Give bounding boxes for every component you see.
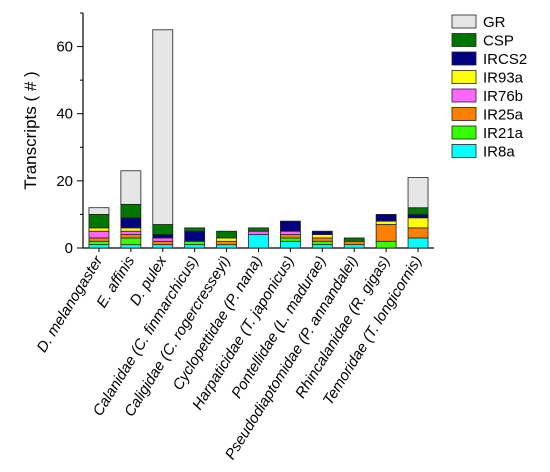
bar-segment-ir8a [152,244,174,249]
bar-segment-ir21a [375,240,397,249]
bar-segment-csp [216,230,237,239]
axes: 0 20 40 60 Transcripts ( # ) [21,12,434,257]
legend-label: IR93a [483,70,524,87]
legend-item-gr: GR [451,14,506,31]
legend-swatch [451,33,477,47]
legend-item-ir25a: IR25a [451,107,524,124]
legend-swatch [451,107,477,121]
bar-segment-ircs2 [311,230,333,235]
legend-item-ir76b: IR76b [451,88,523,105]
bar-segment-ir25a [343,240,365,246]
y-tick-label: 40 [56,106,73,123]
bar-segment-ir8a [184,244,206,249]
bar-segment-csp [407,207,429,215]
bar-segment-ir21a [88,240,110,246]
bar-segment-ir25a [88,237,110,242]
bar-segment-ir8a [311,244,333,249]
bar-segment-ir8a [407,237,429,249]
legend-swatch [451,14,477,29]
legend-item-ir8a: IR8a [451,144,515,161]
bar-segment-ir8a [343,244,365,249]
bar-segment-gr [152,29,174,225]
bar-segment-ir21a [120,237,142,246]
legend-label: IR25a [483,107,524,124]
legend-item-ir93a: IR93a [451,70,524,87]
bar-segment-gr [407,177,429,209]
legend-label: IR76b [483,88,523,105]
legend-label: IR21a [483,125,524,142]
bar-segment-csp [248,227,269,232]
bar-segment-ir76b [280,230,301,235]
bar-segment-ir76b [248,230,269,235]
bar-segment-gr [88,207,110,215]
bar-segment-ir76b [88,230,110,239]
bar-segment-csp [88,214,110,229]
bar-segment-csp [343,237,365,242]
bar-segment-ir25a [120,234,142,239]
bar-segment-csp [120,203,142,219]
bar-segment-ir76b [152,237,174,242]
y-tick-label: 60 [56,39,73,56]
bar-segment-ircs2 [407,214,429,219]
bar-segment-ir25a [152,240,174,246]
bar-segment-ir21a [311,240,333,246]
bar-segment-ir93a [216,237,237,242]
bar-segment-ir25a [216,240,237,246]
bar-segment-ircs2 [152,234,174,239]
bars [88,29,429,249]
bar-segment-ir25a [375,224,397,242]
bar-segment-ir8a [280,240,301,249]
legend-swatch [451,144,477,158]
bar-segment-ircs2 [280,220,301,232]
bar-segment-ir8a [120,244,142,249]
legend-label: IR8a [483,144,515,161]
legend-item-csp: CSP [451,33,514,50]
bar-segment-ircs2 [375,214,397,222]
bar-segment-ir93a [88,227,110,232]
legend-swatch [451,51,477,66]
legend-item-ir21a: IR21a [451,125,524,142]
bar-segment-ir25a [407,227,429,239]
legend-label: GR [483,14,506,31]
bar-segment-ircs2 [120,217,142,229]
bar-segment-ir93a [120,227,142,232]
bar-segment-ircs2 [184,230,206,242]
bar-segment-ir93a [375,220,397,225]
bar-segment-ir25a [311,237,333,242]
y-axis-label: Transcripts ( # ) [21,71,40,189]
bar-segment-ir21a [184,240,206,246]
bar-segment-ir8a [216,244,237,249]
bar-segment-csp [152,224,174,235]
legend-item-ircs2: IRCS2 [451,51,527,68]
bar-segment-ir25a [280,234,301,239]
y-tick-label: 20 [56,173,73,190]
bar-segment-ir8a [88,244,110,249]
bar-segment-ir8a [248,234,269,249]
legend-swatch [451,88,477,103]
legend-swatch [451,125,477,140]
bar-segment-gr [120,170,142,205]
bar-segment-ir21a [280,237,301,242]
bar-segment-ir76b [120,230,142,235]
y-tick-label: 0 [65,240,73,257]
bar-segment-ir93a [311,234,333,239]
legend-label: CSP [483,33,514,50]
bar-segment-csp [184,227,206,232]
legend-label: IRCS2 [483,51,527,68]
bar-segment-ir93a [407,217,429,229]
legend-swatch [451,70,477,84]
